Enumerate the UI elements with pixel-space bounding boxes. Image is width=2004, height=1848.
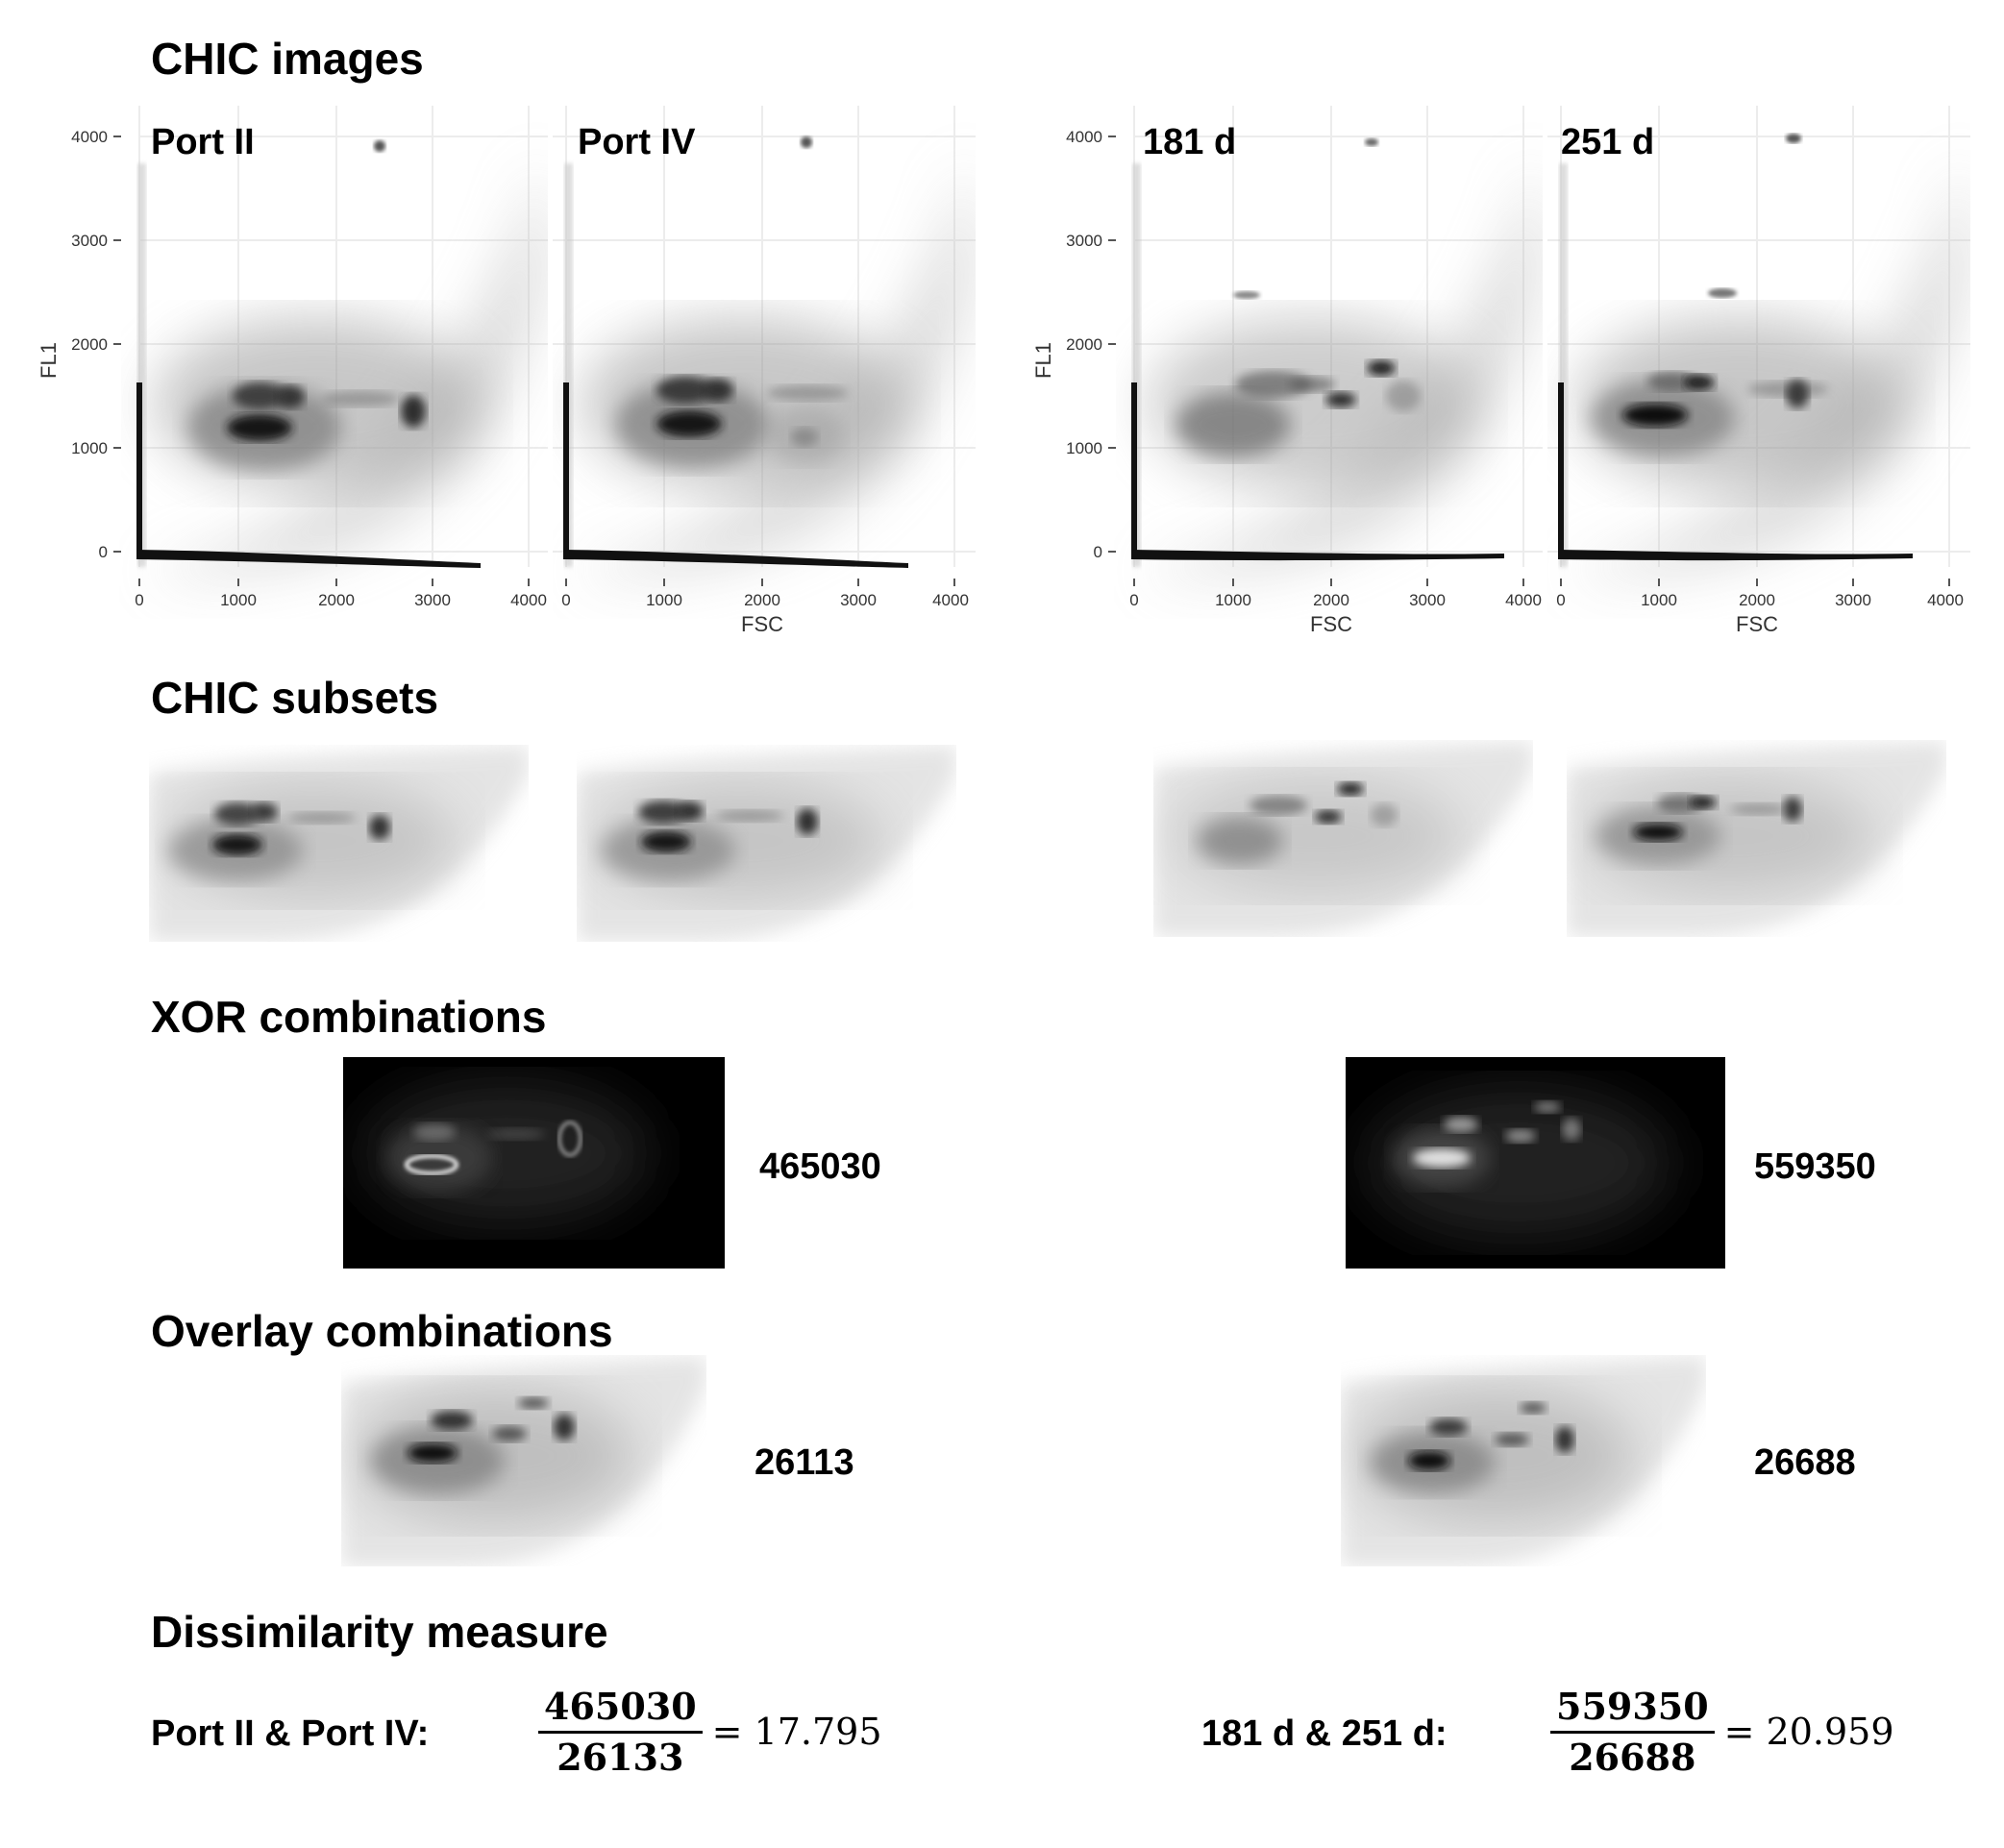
fraction: 559350 26688 (1550, 1687, 1715, 1778)
xor-value-port-ii-port-iv: 465030 (759, 1146, 881, 1187)
chic-image-port-ii: 4000 3000 2000 1000 0 FL1 0 1000 2000 30… (29, 96, 548, 644)
y-axis-label: FL1 (1031, 342, 1055, 379)
denominator: 26688 (1569, 1735, 1696, 1779)
panel-label-port-ii: Port II (151, 122, 255, 162)
chic-image-181-d: 4000 3000 2000 1000 0 FL1 0 1000 2000 30… (1024, 96, 1543, 644)
heading-xor-combinations: XOR combinations (151, 992, 547, 1042)
x-tick-0: 0 (561, 591, 570, 609)
result: = 17.795 (711, 1711, 882, 1754)
y-tick-2000: 2000 (1066, 335, 1102, 354)
y-tick-2000: 2000 (71, 335, 108, 354)
x-tick-1000: 1000 (1641, 591, 1677, 609)
x-tick-4000: 4000 (1505, 591, 1542, 609)
x-tick-2000: 2000 (318, 591, 355, 609)
chic-subset-port-iv (577, 745, 956, 947)
overlay-image-181-d-251-d (1341, 1355, 1706, 1571)
overlay-value-181-d-251-d: 26688 (1754, 1442, 1856, 1483)
x-tick-1000: 1000 (1215, 591, 1251, 609)
x-tick-0: 0 (135, 591, 143, 609)
x-tick-4000: 4000 (510, 591, 547, 609)
y-tick-1000: 1000 (71, 439, 108, 457)
chic-image-251-d: 0 1000 2000 3000 4000 FSC 251 d (1547, 96, 1970, 644)
y-tick-3000: 3000 (71, 232, 108, 250)
overlay-value-port-ii-port-iv: 26113 (755, 1442, 854, 1483)
x-tick-3000: 3000 (1409, 591, 1446, 609)
dissimilarity-formula: 465030 26133 = 17.795 (538, 1687, 882, 1778)
x-tick-2000: 2000 (1313, 591, 1349, 609)
dissimilarity-formula: 559350 26688 = 20.959 (1550, 1687, 1894, 1778)
x-tick-1000: 1000 (646, 591, 682, 609)
x-tick-0: 0 (1129, 591, 1138, 609)
y-tick-1000: 1000 (1066, 439, 1102, 457)
y-axis-label: FL1 (37, 342, 61, 379)
x-tick-3000: 3000 (414, 591, 451, 609)
xor-value-181-d-251-d: 559350 (1754, 1146, 1876, 1187)
x-tick-1000: 1000 (220, 591, 257, 609)
heading-overlay-combinations: Overlay combinations (151, 1306, 613, 1356)
xor-image-port-ii-port-iv (343, 1057, 725, 1269)
x-tick-0: 0 (1556, 591, 1565, 609)
dissimilarity-pair-label: 181 d & 251 d: (1201, 1713, 1447, 1754)
numerator: 559350 (1550, 1687, 1715, 1734)
x-tick-2000: 2000 (744, 591, 780, 609)
heading-chic-subsets: CHIC subsets (151, 673, 439, 723)
result: = 20.959 (1723, 1711, 1894, 1754)
x-tick-4000: 4000 (932, 591, 969, 609)
chic-subset-251-d (1567, 740, 1946, 942)
panel-label-251-d: 251 d (1561, 122, 1654, 162)
chic-subset-port-ii (149, 745, 529, 947)
xor-image-181-d-251-d (1346, 1057, 1725, 1269)
x-tick-3000: 3000 (1835, 591, 1871, 609)
x-tick-4000: 4000 (1927, 591, 1964, 609)
y-tick-0: 0 (1094, 543, 1102, 561)
fraction: 465030 26133 (538, 1687, 703, 1778)
x-axis-label: FSC (1310, 612, 1352, 636)
panel-label-port-iv: Port IV (578, 122, 696, 162)
dissimilarity-pair-label: Port II & Port IV: (151, 1713, 430, 1754)
overlay-image-port-ii-port-iv (341, 1355, 706, 1571)
denominator: 26133 (557, 1735, 684, 1779)
y-tick-4000: 4000 (71, 128, 108, 146)
x-axis-label: FSC (1736, 612, 1778, 636)
panel-label-181-d: 181 d (1143, 122, 1236, 162)
chic-subset-181-d (1153, 740, 1533, 942)
chic-image-port-iv: 0 1000 2000 3000 4000 FSC Port IV (553, 96, 976, 644)
x-tick-2000: 2000 (1739, 591, 1775, 609)
heading-dissimilarity-measure: Dissimilarity measure (151, 1607, 608, 1657)
x-tick-3000: 3000 (840, 591, 877, 609)
y-tick-0: 0 (99, 543, 108, 561)
heading-chic-images: CHIC images (151, 34, 424, 84)
x-axis-label: FSC (741, 612, 783, 636)
numerator: 465030 (538, 1687, 703, 1734)
y-tick-4000: 4000 (1066, 128, 1102, 146)
y-tick-3000: 3000 (1066, 232, 1102, 250)
